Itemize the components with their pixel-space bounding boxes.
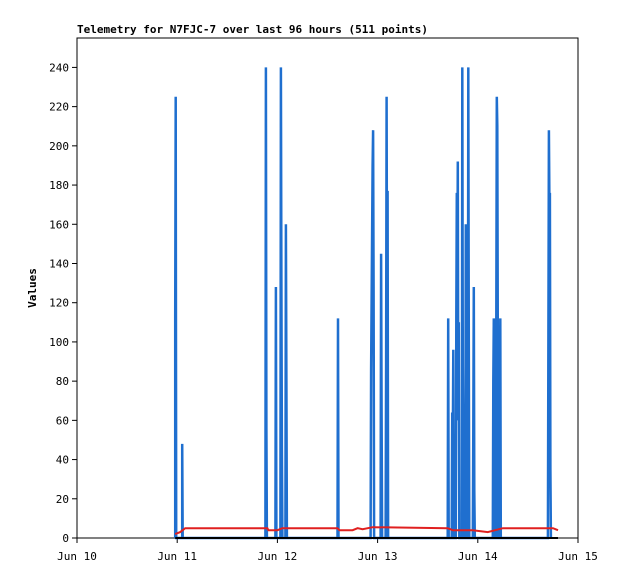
y-tick-label: 80: [56, 375, 69, 388]
y-tick-label: 160: [49, 218, 69, 231]
y-axis-label: Values: [26, 268, 39, 308]
y-tick-label: 140: [49, 257, 69, 270]
y-tick-label: 100: [49, 336, 69, 349]
x-tick-label: Jun 13: [358, 550, 398, 563]
x-tick-label: Jun 12: [258, 550, 298, 563]
y-tick-label: 180: [49, 179, 69, 192]
y-axis: 0 20 40 60 80 100 120 140 160 180 200 220 240: [49, 61, 77, 545]
y-tick-label: 240: [49, 61, 69, 74]
series-group: [173, 67, 559, 540]
y-tick-label: 120: [49, 297, 69, 310]
y-tick-label: 20: [56, 493, 69, 506]
x-tick-label: Jun 14: [458, 550, 498, 563]
series-line-1: [173, 67, 553, 540]
y-tick-label: 220: [49, 101, 69, 114]
x-tick-label: Jun 15: [558, 550, 598, 563]
y-tick-label: 0: [62, 532, 69, 545]
chart-title: Telemetry for N7FJC-7 over last 96 hours…: [77, 23, 428, 36]
x-axis: Jun 10 Jun 11 Jun 12 Jun 13 Jun 14 Jun 15: [57, 538, 598, 563]
y-tick-label: 40: [56, 454, 69, 467]
series-line-2: [174, 526, 559, 536]
plot-frame: [76, 37, 579, 539]
y-tick-label: 200: [49, 140, 69, 153]
x-tick-label: Jun 10: [57, 550, 97, 563]
x-tick-label: Jun 11: [157, 550, 197, 563]
y-tick-label: 60: [56, 414, 69, 427]
